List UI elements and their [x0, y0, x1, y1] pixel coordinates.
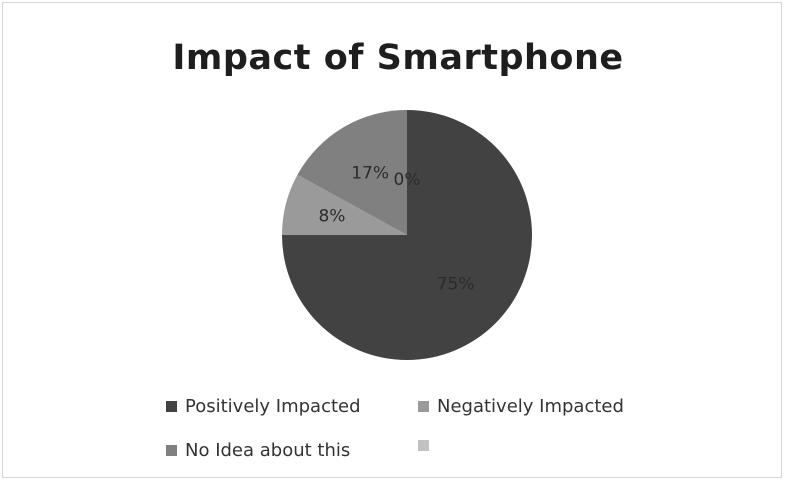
- legend-label: Positively Impacted: [185, 396, 361, 417]
- slice-data-label: 0%: [394, 170, 421, 190]
- pie-slice: [297, 110, 407, 235]
- slice-data-label: 75%: [437, 275, 475, 295]
- slice-data-label: 8%: [318, 207, 345, 227]
- legend-item-unlabeled: [418, 440, 437, 451]
- legend-swatch: [418, 401, 429, 412]
- slice-data-label: 17%: [351, 164, 389, 184]
- legend-label: Negatively Impacted: [437, 396, 624, 417]
- legend-swatch: [166, 401, 177, 412]
- legend-item-positively-impacted: Positively Impacted: [166, 396, 361, 417]
- legend-label: No Idea about this: [185, 440, 351, 461]
- legend-swatch: [418, 440, 429, 451]
- chart-title: Impact of Smartphone: [172, 38, 624, 78]
- legend-item-negatively-impacted: Negatively Impacted: [418, 396, 624, 417]
- legend-item-no-idea: No Idea about this: [166, 440, 350, 461]
- legend-swatch: [166, 445, 177, 456]
- pie-slice: [282, 174, 407, 235]
